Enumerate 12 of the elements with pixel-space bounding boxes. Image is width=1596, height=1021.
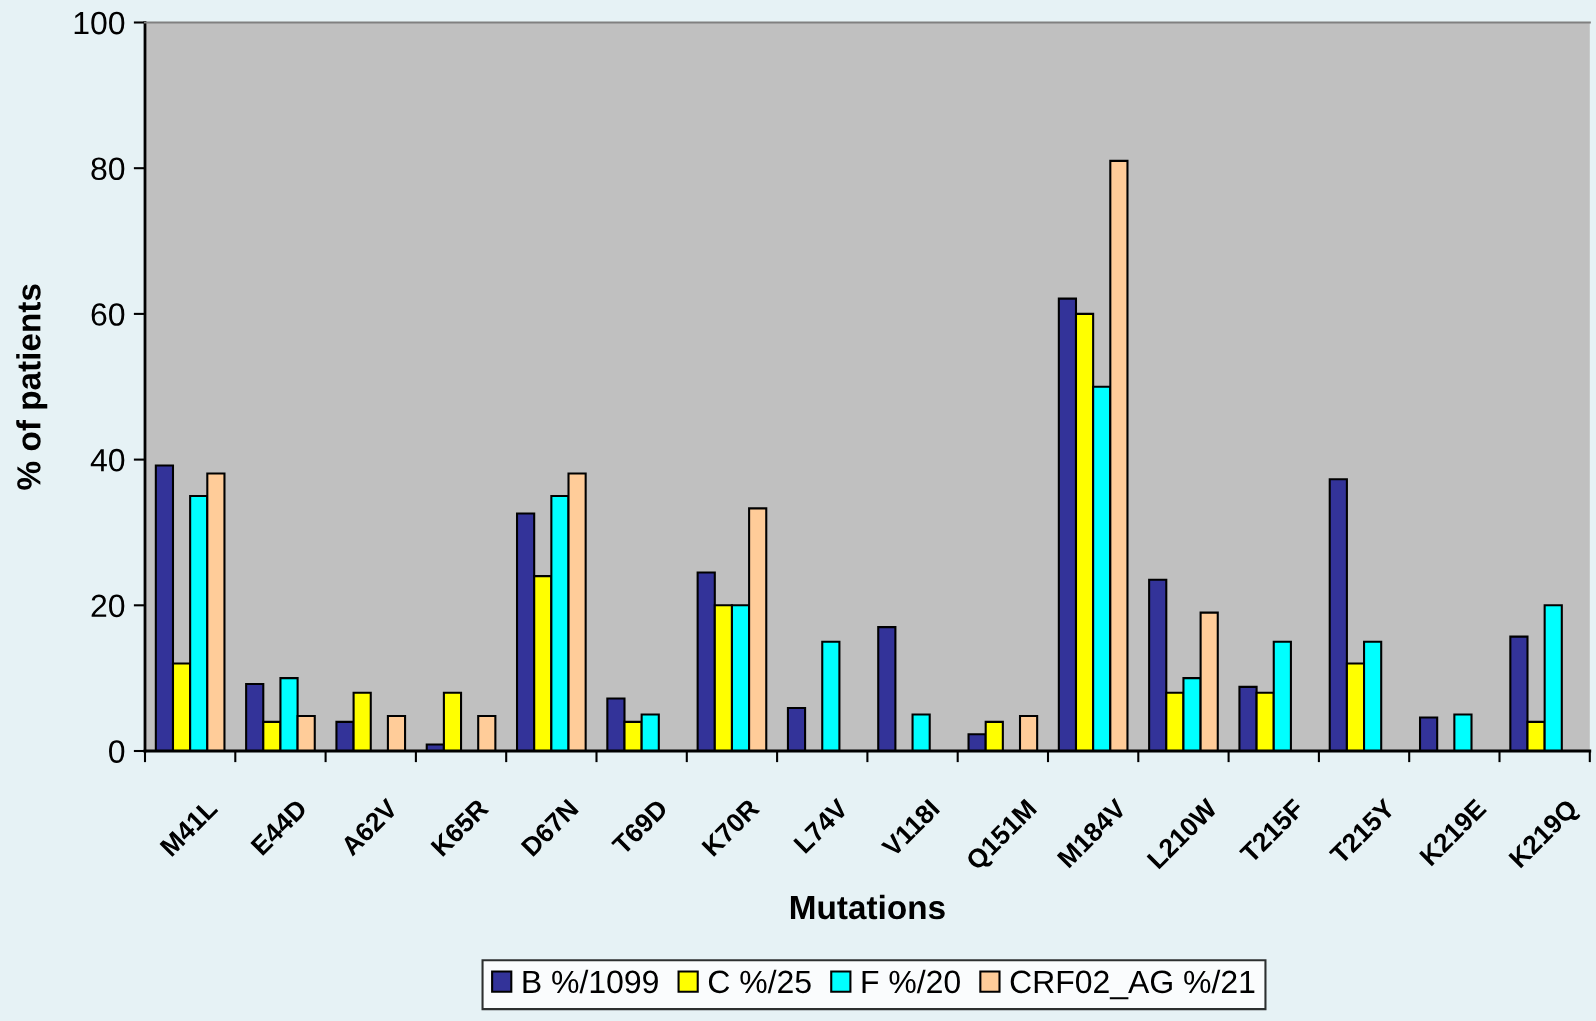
legend-label: C %/25	[708, 969, 811, 994]
y-tick-label: 0	[109, 740, 125, 763]
legend-label: F %/20	[862, 969, 960, 994]
legend-label: CRF02_AG %/21	[1010, 969, 1255, 1000]
legend-label: B %/1099	[523, 969, 658, 994]
y-axis-title: % of patients	[16, 284, 48, 490]
y-tick-label: 60	[91, 303, 125, 326]
y-tick-label: 40	[90, 448, 125, 472]
y-tick-label: 80	[91, 157, 125, 181]
x-axis-title: Mutations	[790, 894, 945, 920]
y-tick-label: 20	[91, 594, 125, 618]
y-tick-label: 100	[74, 11, 125, 35]
